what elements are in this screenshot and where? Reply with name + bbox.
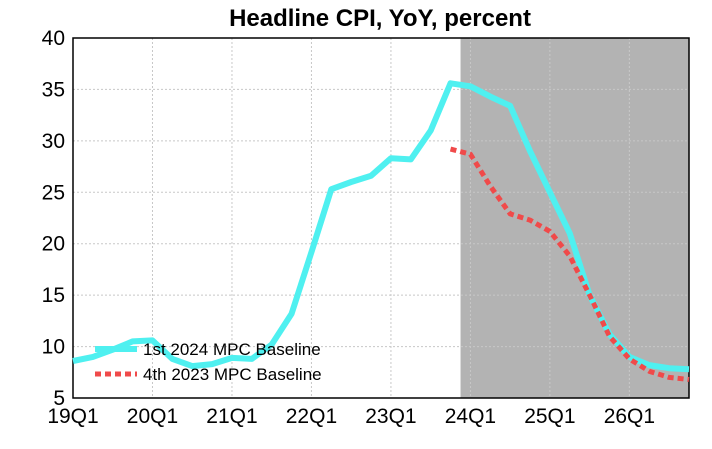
legend-label-series-1: 1st 2024 MPC Baseline [143, 340, 321, 359]
y-tick-label: 10 [42, 336, 65, 359]
x-tick-label: 23Q1 [365, 405, 416, 428]
y-tick-label: 20 [42, 233, 65, 256]
x-tick-label: 20Q1 [127, 405, 178, 428]
y-tick-label: 25 [42, 181, 65, 204]
legend: 1st 2024 MPC Baseline 4th 2023 MPC Basel… [95, 340, 322, 384]
x-tick-label: 21Q1 [206, 405, 257, 428]
y-tick-label: 30 [42, 130, 65, 153]
forecast-shaded-region [460, 38, 689, 398]
legend-label-series-2: 4th 2023 MPC Baseline [143, 365, 322, 384]
x-axis-ticks: 19Q1 20Q1 21Q1 22Q1 23Q1 24Q1 25Q1 26Q1 [47, 405, 655, 428]
x-tick-label: 25Q1 [524, 405, 575, 428]
plot-frame [72, 37, 690, 399]
grid-lines [73, 38, 689, 398]
x-tick-label: 22Q1 [286, 405, 337, 428]
y-tick-label: 40 [42, 27, 65, 50]
chart-title: Headline CPI, YoY, percent [229, 5, 531, 32]
x-tick-label: 26Q1 [604, 405, 655, 428]
y-axis-ticks: 40 35 30 25 20 15 10 5 [42, 27, 65, 410]
y-tick-label: 35 [42, 78, 65, 101]
y-tick-label: 15 [42, 284, 65, 307]
x-tick-label: 24Q1 [445, 405, 496, 428]
series-layer [72, 80, 690, 382]
y-tick-label: 5 [53, 387, 65, 410]
x-tick-label: 19Q1 [47, 405, 98, 428]
